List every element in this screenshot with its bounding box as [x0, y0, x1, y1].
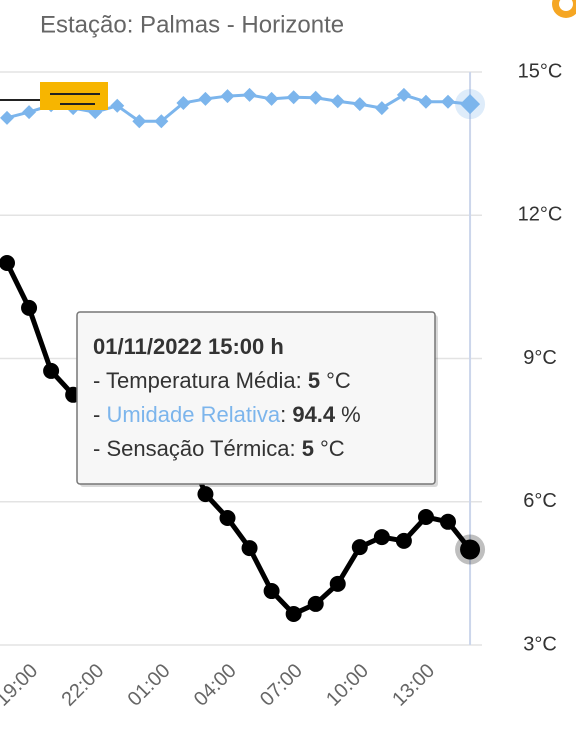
- temperature-point: [417, 509, 434, 526]
- temperature-point: [43, 362, 60, 379]
- temperature-point: [263, 583, 280, 600]
- tooltip-row: - Sensação Térmica: 5 °C: [93, 436, 345, 461]
- tooltip-prefix: -: [93, 368, 106, 393]
- x-tick-label: 07:00: [256, 660, 307, 711]
- corner-icon-inner: [559, 0, 573, 11]
- temperature-point: [285, 605, 302, 622]
- humidity-point: [242, 87, 257, 102]
- y-tick-label: 15°C: [518, 60, 563, 82]
- tooltip-title: 01/11/2022 15:00 h: [93, 334, 284, 359]
- temperature-point: [460, 539, 481, 560]
- temperature-point: [373, 529, 390, 546]
- temperature-point: [241, 540, 258, 557]
- tooltip-value: 5: [308, 368, 320, 393]
- logo: [0, 82, 108, 110]
- humidity-point: [220, 89, 235, 104]
- y-tick-label: 12°C: [518, 204, 563, 226]
- temperature-point: [307, 595, 324, 612]
- x-tick-label: 10:00: [322, 660, 373, 711]
- humidity-point: [132, 114, 147, 129]
- humidity-point: [264, 91, 279, 106]
- temperature-point: [219, 509, 236, 526]
- chart-title: Estação: Palmas - Horizonte: [40, 11, 344, 38]
- tooltip-prefix: -: [93, 436, 106, 461]
- humidity-point: [0, 110, 14, 125]
- humidity-point: [374, 101, 389, 116]
- x-tick-label: 22:00: [58, 660, 109, 711]
- temperature-point: [197, 486, 214, 503]
- tooltip-unit: %: [341, 402, 361, 427]
- y-tick-label: 6°C: [523, 490, 557, 512]
- tooltip-name: Umidade Relativa: [106, 402, 280, 427]
- tooltip-separator: :: [280, 402, 292, 427]
- tooltip-prefix: -: [93, 402, 106, 427]
- humidity-point: [286, 90, 301, 105]
- humidity-line: [6, 93, 471, 123]
- humidity-point: [308, 90, 323, 105]
- tooltip-separator: :: [296, 368, 308, 393]
- logo-lines: [0, 93, 100, 105]
- humidity-point: [110, 98, 125, 113]
- temperature-point: [395, 532, 412, 549]
- tooltip-row: - Umidade Relativa: 94.4%: [93, 402, 361, 427]
- tooltip-row: - Temperatura Média: 5 °C: [93, 368, 351, 393]
- temperature-point: [351, 539, 368, 556]
- tooltip-separator: :: [289, 436, 301, 461]
- temperature-point: [21, 299, 38, 316]
- tooltip-name: Sensação Térmica: [106, 436, 290, 461]
- humidity-point: [396, 87, 411, 102]
- temperature-point: [329, 575, 346, 592]
- x-tick-label: 19:00: [0, 660, 42, 711]
- humidity-point: [418, 94, 433, 109]
- tooltip-unit: °C: [320, 436, 345, 461]
- temperature-point: [0, 255, 15, 271]
- humidity-point: [441, 94, 455, 109]
- humidity-point: [22, 105, 37, 120]
- x-tick-label: 01:00: [124, 660, 175, 711]
- tooltip-box: [76, 311, 436, 485]
- y-tick-label: 9°C: [523, 347, 557, 369]
- humidity-point: [352, 97, 367, 112]
- humidity-point: [176, 95, 191, 110]
- humidity-point: [198, 91, 213, 106]
- y-tick-label: 3°C: [523, 633, 557, 655]
- x-tick-label: 13:00: [388, 660, 439, 711]
- x-tick-label: 04:00: [190, 660, 241, 711]
- tooltip-unit: °C: [326, 368, 351, 393]
- humidity-point: [154, 114, 169, 129]
- humidity-point: [330, 94, 345, 109]
- logo-box: [40, 82, 108, 110]
- humidity-point: [460, 94, 481, 115]
- temperature-point: [440, 513, 456, 530]
- tooltip-value: 5: [302, 436, 314, 461]
- tooltip: 01/11/2022 15:00 h - Temperatura Média: …: [76, 311, 438, 487]
- tooltip-value: 94.4: [292, 402, 336, 427]
- tooltip-name: Temperatura Média: [106, 368, 296, 393]
